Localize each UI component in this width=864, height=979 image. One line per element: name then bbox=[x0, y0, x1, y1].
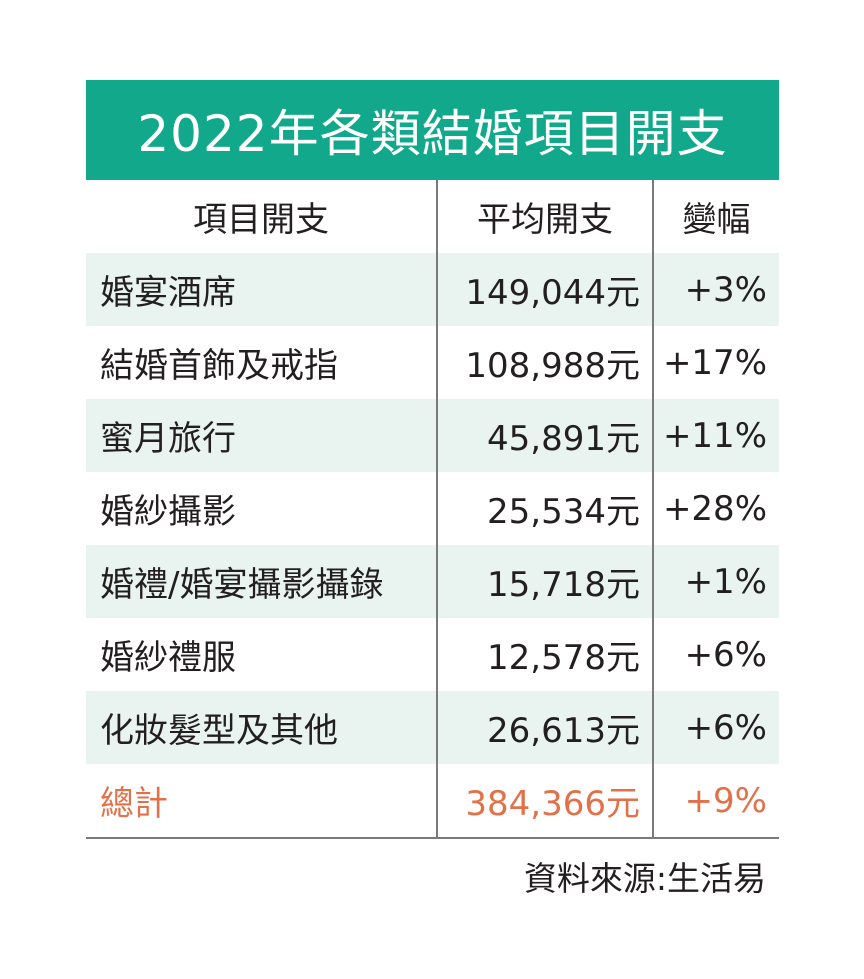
table-row: 蜜月旅行 45,891元 +11% bbox=[86, 399, 779, 472]
row-amount: 12,578元 bbox=[436, 618, 653, 691]
row-amount: 149,044元 bbox=[436, 253, 653, 326]
column-header-item: 項目開支 bbox=[193, 200, 329, 240]
row-item: 結婚首飾及戒指 bbox=[100, 346, 338, 386]
table-row: 婚禮/婚宴攝影攝錄 15,718元 +1% bbox=[86, 545, 779, 618]
table-row: 婚宴酒席 149,044元 +3% bbox=[86, 253, 779, 326]
row-amount: 26,613元 bbox=[436, 691, 653, 764]
header-row: 項目開支 平均開支 變幅 bbox=[86, 180, 779, 253]
row-amount: 45,891元 bbox=[436, 399, 653, 472]
row-change: +1% bbox=[652, 545, 779, 618]
table-row: 婚紗攝影 25,534元 +28% bbox=[86, 472, 779, 545]
row-change: +3% bbox=[652, 253, 779, 326]
total-change: +9% bbox=[652, 764, 779, 839]
table-row: 化妝髮型及其他 26,613元 +6% bbox=[86, 691, 779, 764]
column-header-change: 變幅 bbox=[652, 180, 779, 253]
row-item: 婚禮/婚宴攝影攝錄 bbox=[86, 545, 437, 618]
total-label: 總計 bbox=[86, 764, 437, 839]
row-change: +6% bbox=[652, 618, 779, 691]
table-title: 2022年各類結婚項目開支 bbox=[86, 80, 779, 180]
row-item: 婚紗禮服 bbox=[100, 638, 236, 678]
row-amount: 25,534元 bbox=[436, 472, 653, 545]
total-amount: 384,366元 bbox=[436, 764, 653, 839]
column-header-amount: 平均開支 bbox=[436, 180, 653, 253]
row-item: 蜜月旅行 bbox=[86, 399, 437, 472]
table-row: 婚紗禮服 12,578元 +6% bbox=[86, 618, 779, 691]
total-row: 總計 384,366元 +9% bbox=[86, 764, 779, 839]
source-note: 資料來源:生活易 bbox=[523, 859, 766, 898]
row-item: 婚宴酒席 bbox=[86, 253, 437, 326]
row-item: 婚紗攝影 bbox=[100, 492, 236, 532]
row-item: 化妝髮型及其他 bbox=[86, 691, 437, 764]
row-amount: 15,718元 bbox=[436, 545, 653, 618]
expense-table: 項目開支 平均開支 變幅 婚宴酒席 149,044元 +3% 結婚首飾及戒指 1… bbox=[86, 180, 779, 839]
row-change: +28% bbox=[652, 472, 779, 545]
row-change: +11% bbox=[652, 399, 779, 472]
table-row: 結婚首飾及戒指 108,988元 +17% bbox=[86, 326, 779, 399]
row-change: +6% bbox=[652, 691, 779, 764]
row-amount: 108,988元 bbox=[436, 326, 653, 399]
row-change: +17% bbox=[652, 326, 779, 399]
table-figure: 2022年各類結婚項目開支 項目開支 平均開支 變幅 婚宴酒席 149,044元… bbox=[86, 80, 779, 839]
